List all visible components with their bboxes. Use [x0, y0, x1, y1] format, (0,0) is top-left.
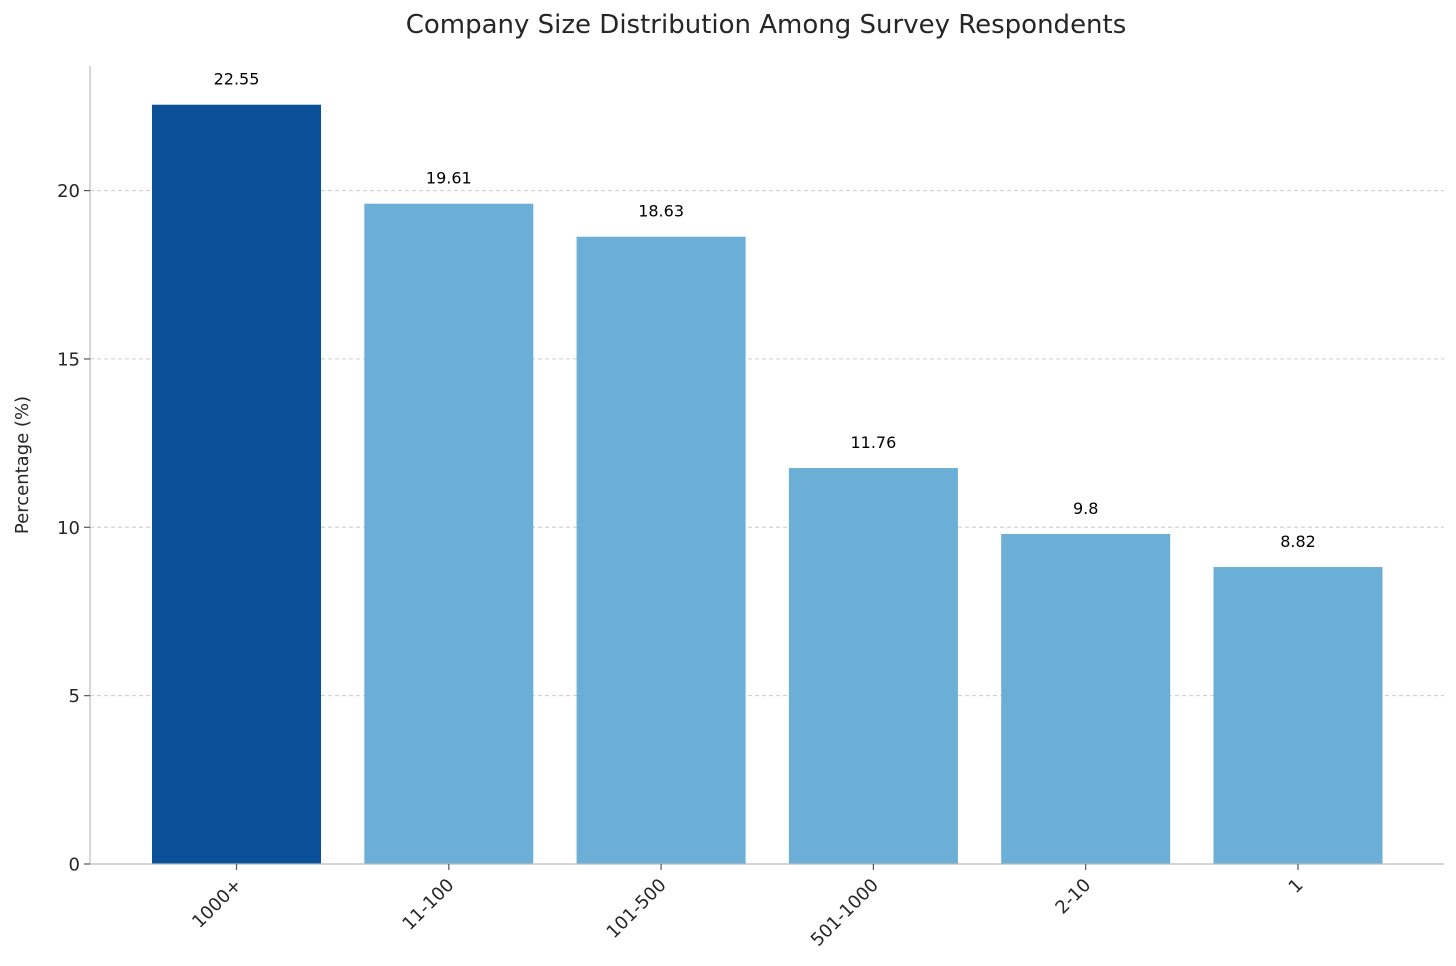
bar-101-500: [576, 236, 746, 864]
bar-11-100: [364, 203, 534, 864]
bar-1: [1213, 567, 1383, 864]
y-ticks: 0 5 10 15 20: [57, 181, 90, 876]
y-tick-label: 5: [69, 686, 80, 707]
x-tick-label: 1: [1285, 875, 1308, 898]
bar-2-10: [1001, 534, 1171, 864]
y-tick-label: 10: [57, 518, 80, 539]
bar-501-1000: [788, 468, 958, 864]
x-tick-label: 101-500: [603, 875, 671, 943]
x-tick-label: 1000+: [188, 875, 246, 933]
bar-value-label: 22.55: [214, 70, 260, 89]
bar-value-label: 19.61: [426, 169, 472, 188]
y-tick-label: 20: [57, 181, 80, 202]
chart-title: Company Size Distribution Among Survey R…: [406, 10, 1127, 40]
y-tick-label: 15: [57, 349, 80, 370]
bar-value-label: 8.82: [1280, 532, 1316, 551]
bar-value-label: 11.76: [850, 433, 896, 452]
y-tick-label: 0: [69, 855, 80, 876]
x-tick-label: 11-100: [398, 875, 458, 935]
axes: [89, 66, 1444, 865]
bar-value-label: 18.63: [638, 202, 684, 221]
bar-value-labels: 22.55 19.61 18.63 11.76 9.8 8.82: [214, 70, 1316, 551]
x-tick-label: 2-10: [1051, 875, 1095, 919]
y-axis-label: Percentage (%): [12, 396, 33, 534]
x-ticks: 1000+ 11-100 101-500 501-1000 2-10 1: [188, 864, 1308, 951]
bar-1000+: [152, 104, 321, 865]
x-tick-label: 501-1000: [807, 875, 883, 951]
bar-value-label: 9.8: [1073, 499, 1098, 518]
bars: [152, 104, 1383, 865]
